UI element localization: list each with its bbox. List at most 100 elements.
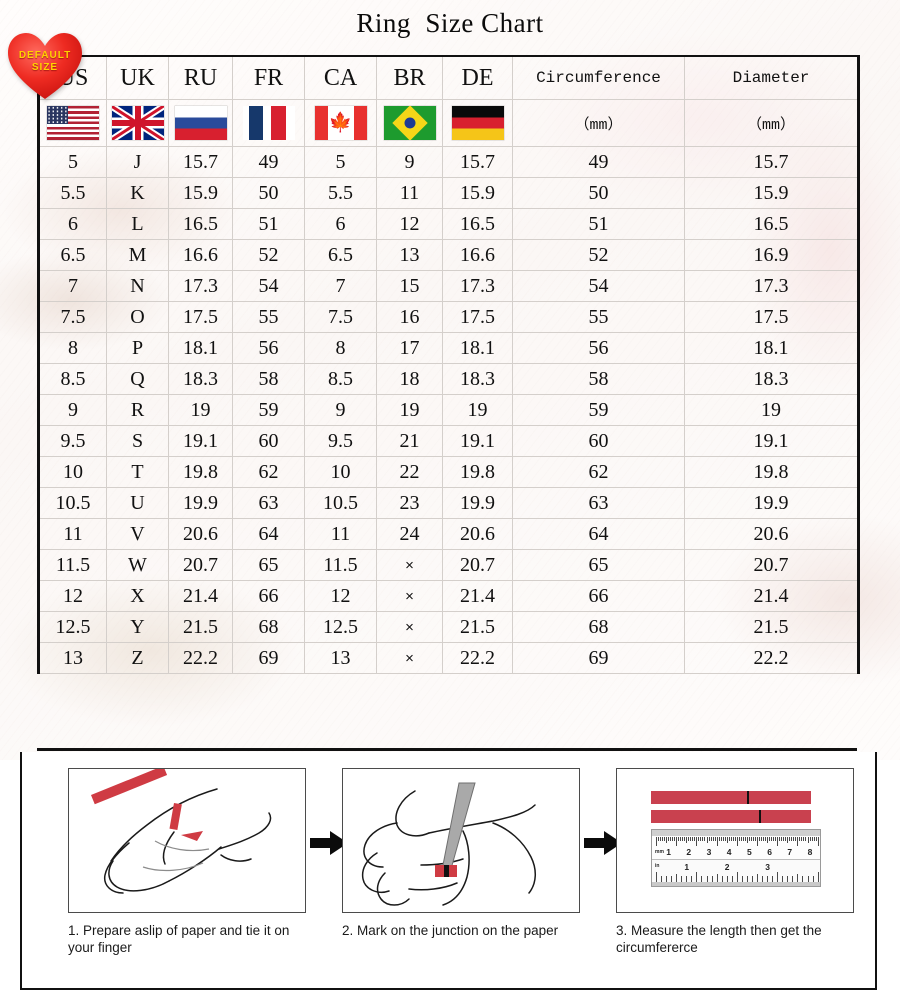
cell-flag-de	[442, 99, 513, 147]
table-row[interactable]: 5 J 15.7 49 5 9 15.7 49 15.7	[38, 146, 859, 178]
cell-us: 8	[38, 332, 107, 364]
cell-de: 20.6	[442, 518, 513, 550]
ruler-bottom-label: 2	[724, 862, 730, 872]
united-states-flag-icon	[47, 106, 99, 140]
default-size-badge-text: DEFAULT SIZE	[6, 50, 84, 74]
ruler-top-label: 4	[726, 847, 732, 857]
badge-line-2: SIZE	[31, 62, 59, 73]
table-row[interactable]: 8.5 Q 18.3 58 8.5 18 18.3 58 18.3	[38, 363, 859, 395]
table-row[interactable]: 10 T 19.8 62 10 22 19.8 62 19.8	[38, 456, 859, 488]
cell-us: 11	[38, 518, 107, 550]
cell-br: 12	[376, 208, 443, 240]
cell-ca: 9.5	[304, 425, 377, 457]
step-3-illustration-frame: 1 2 3 4 5 6 7 8 1 2 3 mm in	[616, 768, 854, 913]
ruler-unit-mm: mm	[655, 849, 664, 855]
cell-circumference: 60	[512, 425, 685, 457]
cell-br: 16	[376, 301, 443, 333]
cell-fr: 55	[232, 301, 305, 333]
cell-de: 19	[442, 394, 513, 426]
cell-ru: 21.4	[168, 580, 233, 612]
united-kingdom-flag-icon	[111, 106, 164, 140]
cell-us: 12	[38, 580, 107, 612]
cell-flag-ru	[168, 99, 233, 147]
header-circumference: Circumference	[512, 55, 685, 100]
header-row-names: US UK RU FR CA BR DE Circumference Diame…	[38, 55, 859, 100]
cell-us: 8.5	[38, 363, 107, 395]
cell-ca: 5	[304, 146, 377, 178]
ring-size-table: US UK RU FR CA BR DE Circumference Diame…	[37, 55, 860, 674]
cell-fr: 49	[232, 146, 305, 178]
cell-br: 23	[376, 487, 443, 519]
cell-br: 17	[376, 332, 443, 364]
cell-ca: 10	[304, 456, 377, 488]
table-row[interactable]: 9.5 S 19.1 60 9.5 21 19.1 60 19.1	[38, 425, 859, 457]
cell-us: 10	[38, 456, 107, 488]
cell-fr: 66	[232, 580, 305, 612]
cell-ca: 8.5	[304, 363, 377, 395]
right-arrow-icon	[584, 831, 622, 855]
cell-de: 15.9	[442, 177, 513, 209]
cell-fr: 63	[232, 487, 305, 519]
table-row[interactable]: 12 X 21.4 66 12 × 21.4 66 21.4	[38, 580, 859, 612]
step-1-caption: 1. Prepare aslip of paper and tie it on …	[68, 923, 290, 955]
cell-fr: 59	[232, 394, 305, 426]
cell-us: 13	[38, 642, 107, 674]
cell-circumference: 54	[512, 270, 685, 302]
cell-diameter: 19.8	[684, 456, 859, 488]
cell-br: 15	[376, 270, 443, 302]
cell-br: ×	[376, 580, 443, 612]
cell-uk: N	[106, 270, 169, 302]
table-row[interactable]: 5.5 K 15.9 50 5.5 11 15.9 50 15.9	[38, 177, 859, 209]
canada-flag-icon: 🍁	[314, 106, 367, 140]
cell-de: 21.4	[442, 580, 513, 612]
table-row[interactable]: 6 L 16.5 51 6 12 16.5 51 16.5	[38, 208, 859, 240]
table-row[interactable]: 9 R 19 59 9 19 19 59 19	[38, 394, 859, 426]
russia-flag-icon	[174, 106, 227, 140]
cell-ca: 8	[304, 332, 377, 364]
step-3-caption: 3. Measure the length then get the circu…	[616, 923, 822, 955]
cell-flag-ca: 🍁	[304, 99, 377, 147]
cell-de: 16.5	[442, 208, 513, 240]
table-row[interactable]: 6.5 M 16.6 52 6.5 13 16.6 52 16.9	[38, 239, 859, 271]
table-row[interactable]: 7.5 O 17.5 55 7.5 16 17.5 55 17.5	[38, 301, 859, 333]
header-uk: UK	[106, 55, 169, 100]
cell-diameter: 17.3	[684, 270, 859, 302]
cell-us: 5	[38, 146, 107, 178]
cell-circumference: 69	[512, 642, 685, 674]
cell-de: 19.8	[442, 456, 513, 488]
cell-fr: 60	[232, 425, 305, 457]
cell-ru: 16.5	[168, 208, 233, 240]
cell-uk: S	[106, 425, 169, 457]
cell-diameter: 15.7	[684, 146, 859, 178]
cell-circumference: 59	[512, 394, 685, 426]
cell-ru: 16.6	[168, 239, 233, 271]
table-row[interactable]: 8 P 18.1 56 8 17 18.1 56 18.1	[38, 332, 859, 364]
cell-ca: 11	[304, 518, 377, 550]
instruction-step-2: 2. Mark on the junction on the paper	[342, 768, 580, 939]
cell-diameter: 20.6	[684, 518, 859, 550]
cell-uk: V	[106, 518, 169, 550]
table-row[interactable]: 10.5 U 19.9 63 10.5 23 19.9 63 19.9	[38, 487, 859, 519]
cell-circumference: 49	[512, 146, 685, 178]
table-row[interactable]: 11.5 W 20.7 65 11.5 × 20.7 65 20.7	[38, 549, 859, 581]
cell-us: 5.5	[38, 177, 107, 209]
cell-us: 9.5	[38, 425, 107, 457]
cell-br: 9	[376, 146, 443, 178]
table-row[interactable]: 13 Z 22.2 69 13 × 22.2 69 22.2	[38, 642, 859, 674]
cell-ru: 21.5	[168, 611, 233, 643]
cell-flag-uk	[106, 99, 169, 147]
cell-ca: 13	[304, 642, 377, 674]
ruler-top-label: 5	[747, 847, 752, 857]
table-row[interactable]: 7 N 17.3 54 7 15 17.3 54 17.3	[38, 270, 859, 302]
table-row[interactable]: 12.5 Y 21.5 68 12.5 × 21.5 68 21.5	[38, 611, 859, 643]
cell-diameter: 19	[684, 394, 859, 426]
cell-ru: 20.6	[168, 518, 233, 550]
cell-de: 22.2	[442, 642, 513, 674]
table-row[interactable]: 11 V 20.6 64 11 24 20.6 64 20.6	[38, 518, 859, 550]
cell-uk: L	[106, 208, 169, 240]
cell-fr: 65	[232, 549, 305, 581]
cell-ru: 22.2	[168, 642, 233, 674]
cell-de: 18.1	[442, 332, 513, 364]
header-de: DE	[442, 55, 513, 100]
table-body: 5 J 15.7 49 5 9 15.7 49 15.7 5.5 K 15.9 50 5.5 11 15.9 5…	[38, 146, 859, 674]
